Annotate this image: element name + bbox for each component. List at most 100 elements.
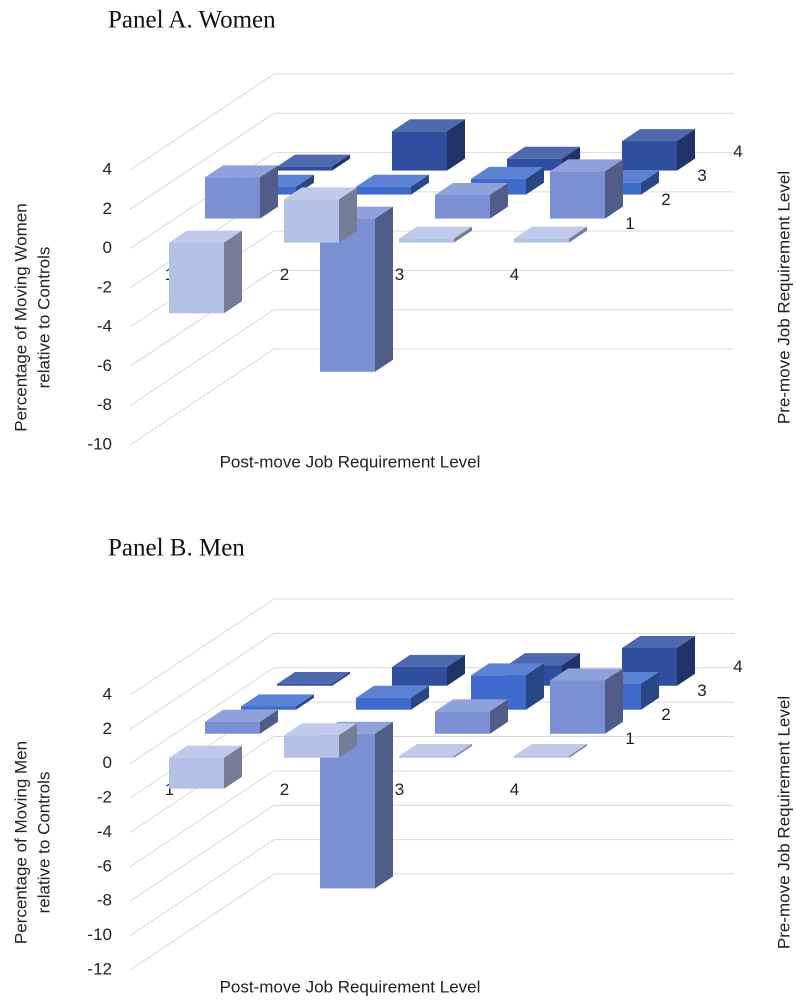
y-tick-label: 0 xyxy=(103,753,112,772)
y-tick-label: -8 xyxy=(97,395,112,414)
bar-top xyxy=(435,183,508,195)
bar-side xyxy=(569,744,587,758)
bar xyxy=(514,226,587,243)
bar-front xyxy=(320,218,375,372)
bar-top xyxy=(169,230,242,243)
y-tick-label: 0 xyxy=(103,238,112,257)
bar-front xyxy=(169,242,224,314)
bar-top xyxy=(550,159,623,172)
bar-top xyxy=(399,744,472,757)
bar-side xyxy=(447,119,465,171)
bar-top xyxy=(205,709,278,722)
y-tick-label: 2 xyxy=(103,719,112,738)
bar-front xyxy=(284,735,339,758)
grid-line xyxy=(129,804,734,902)
bar-top xyxy=(356,174,429,187)
bar xyxy=(435,699,508,734)
grid-line xyxy=(129,873,734,971)
bar-front xyxy=(399,756,454,758)
bar-front xyxy=(514,756,569,758)
y-axis-title: relative to Controls xyxy=(34,247,53,389)
bar-top xyxy=(392,654,465,667)
bar-side xyxy=(339,723,357,758)
bar xyxy=(392,119,465,171)
x-tick-label: 2 xyxy=(280,265,289,284)
bar-front xyxy=(550,680,605,734)
x-tick-label: 4 xyxy=(510,780,519,799)
bar-side xyxy=(454,226,472,243)
bar-front xyxy=(320,733,375,889)
bar xyxy=(277,672,350,686)
bar xyxy=(622,129,695,171)
z-axis-title: Pre-move Job Requirement Level xyxy=(774,696,793,949)
bar-front xyxy=(205,721,260,734)
bar-top xyxy=(284,723,357,736)
bar-top xyxy=(507,653,580,666)
bar xyxy=(435,183,508,219)
y-tick-label: -4 xyxy=(97,317,112,336)
y-axis-title: relative to Controls xyxy=(34,772,53,914)
bar-front xyxy=(356,697,411,710)
x-tick-label: 4 xyxy=(510,265,519,284)
grid-line xyxy=(129,269,734,367)
bar-front xyxy=(435,195,490,219)
y-tick-label: -4 xyxy=(97,822,112,841)
x-tick-label: 3 xyxy=(395,265,404,284)
bar-side xyxy=(260,165,278,219)
grid-line xyxy=(129,73,734,171)
x-axis-title: Post-move Job Requirement Level xyxy=(220,452,481,471)
bar-front xyxy=(435,711,490,734)
bar-side xyxy=(375,206,393,372)
bar xyxy=(241,694,314,710)
bar-side xyxy=(375,721,393,889)
bar-top xyxy=(277,154,350,167)
bar xyxy=(622,635,695,686)
z-tick-label: 2 xyxy=(661,705,670,724)
panel-title: Panel B. Men xyxy=(108,535,245,562)
bar-side xyxy=(447,654,465,686)
bar xyxy=(356,174,429,195)
x-tick-label: 1 xyxy=(165,780,174,799)
bar-side xyxy=(411,685,429,710)
bar-top xyxy=(284,187,357,200)
bar-side xyxy=(490,183,508,219)
y-tick-label: -2 xyxy=(97,788,112,807)
bar-side xyxy=(339,187,357,243)
bar xyxy=(205,165,278,219)
y-tick-label: -12 xyxy=(87,959,112,978)
y-tick-label: 4 xyxy=(103,684,112,703)
bar xyxy=(284,723,357,758)
bar xyxy=(550,159,623,219)
bar-front xyxy=(392,131,447,171)
y-tick-label: -10 xyxy=(87,434,112,453)
bar-front xyxy=(169,757,224,789)
y-tick-label: 2 xyxy=(103,199,112,218)
bar xyxy=(169,745,242,789)
bar-top xyxy=(277,672,350,685)
bar-top xyxy=(356,685,429,698)
y-tick-label: -6 xyxy=(97,356,112,375)
bar-top xyxy=(435,699,508,712)
z-tick-label: 1 xyxy=(625,729,634,748)
bar-front xyxy=(284,199,339,243)
x-tick-label: 3 xyxy=(395,780,404,799)
bar-top xyxy=(514,226,587,239)
bar-top xyxy=(399,226,472,239)
bar-side xyxy=(332,672,350,686)
bar-top xyxy=(514,744,587,757)
grid-line xyxy=(129,632,734,730)
bar-front xyxy=(205,177,260,219)
bar-side xyxy=(332,154,350,171)
bar-front xyxy=(241,706,296,710)
grid-line xyxy=(129,598,734,696)
grid-line xyxy=(129,839,734,937)
bar-side xyxy=(411,174,429,195)
bar-front xyxy=(550,171,605,219)
grid-line xyxy=(129,667,734,765)
bar-side xyxy=(224,230,242,314)
grid-line xyxy=(129,770,734,868)
panel-title: Panel A. Women xyxy=(108,7,276,34)
bar-side xyxy=(641,671,659,710)
grid-line xyxy=(129,112,734,210)
bar-top xyxy=(392,119,465,132)
